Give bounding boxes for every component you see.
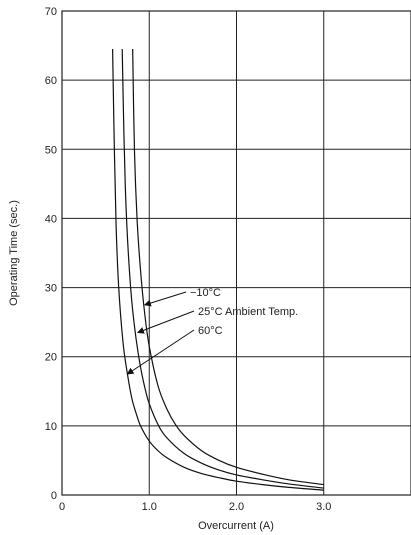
series-line-0 xyxy=(112,49,324,491)
annotation-layer: −10°C 25°C Ambient Temp. 60°C xyxy=(126,287,298,375)
y-tick-label: 0 xyxy=(51,490,57,502)
y-tick-label: 50 xyxy=(45,144,57,156)
series-layer xyxy=(112,49,324,491)
annotation-label-0: −10°C xyxy=(190,287,221,299)
annotation-leader-1 xyxy=(136,310,195,334)
annotation-label-2: 60°C xyxy=(198,325,223,337)
x-tick-label: 2.0 xyxy=(229,501,244,513)
series-line-2 xyxy=(132,49,324,486)
y-tick-label: 60 xyxy=(45,75,57,87)
grid-lines xyxy=(62,11,411,495)
annotation-leader-0 xyxy=(143,291,187,307)
x-tick-label: 0 xyxy=(59,501,65,513)
x-axis-ticks: 0 1.0 2.0 3.0 xyxy=(59,501,331,513)
x-tick-label: 1.0 xyxy=(142,501,157,513)
y-tick-label: 40 xyxy=(45,213,57,225)
x-axis-title: Overcurrent (A) xyxy=(198,520,274,532)
y-tick-label: 30 xyxy=(45,283,57,295)
x-tick-label: 3.0 xyxy=(316,501,331,513)
plot-frame xyxy=(61,10,411,496)
series-line-1 xyxy=(121,49,324,489)
y-tick-label: 10 xyxy=(45,421,57,433)
annotation-label-1: 25°C Ambient Temp. xyxy=(198,306,298,318)
y-axis-ticks: 0 10 20 30 40 50 60 70 xyxy=(45,6,57,502)
annotation-leader-2 xyxy=(126,329,195,375)
y-axis-title: Operating Time (sec.) xyxy=(8,200,20,306)
y-tick-label: 20 xyxy=(45,352,57,364)
y-tick-label: 70 xyxy=(45,6,57,18)
